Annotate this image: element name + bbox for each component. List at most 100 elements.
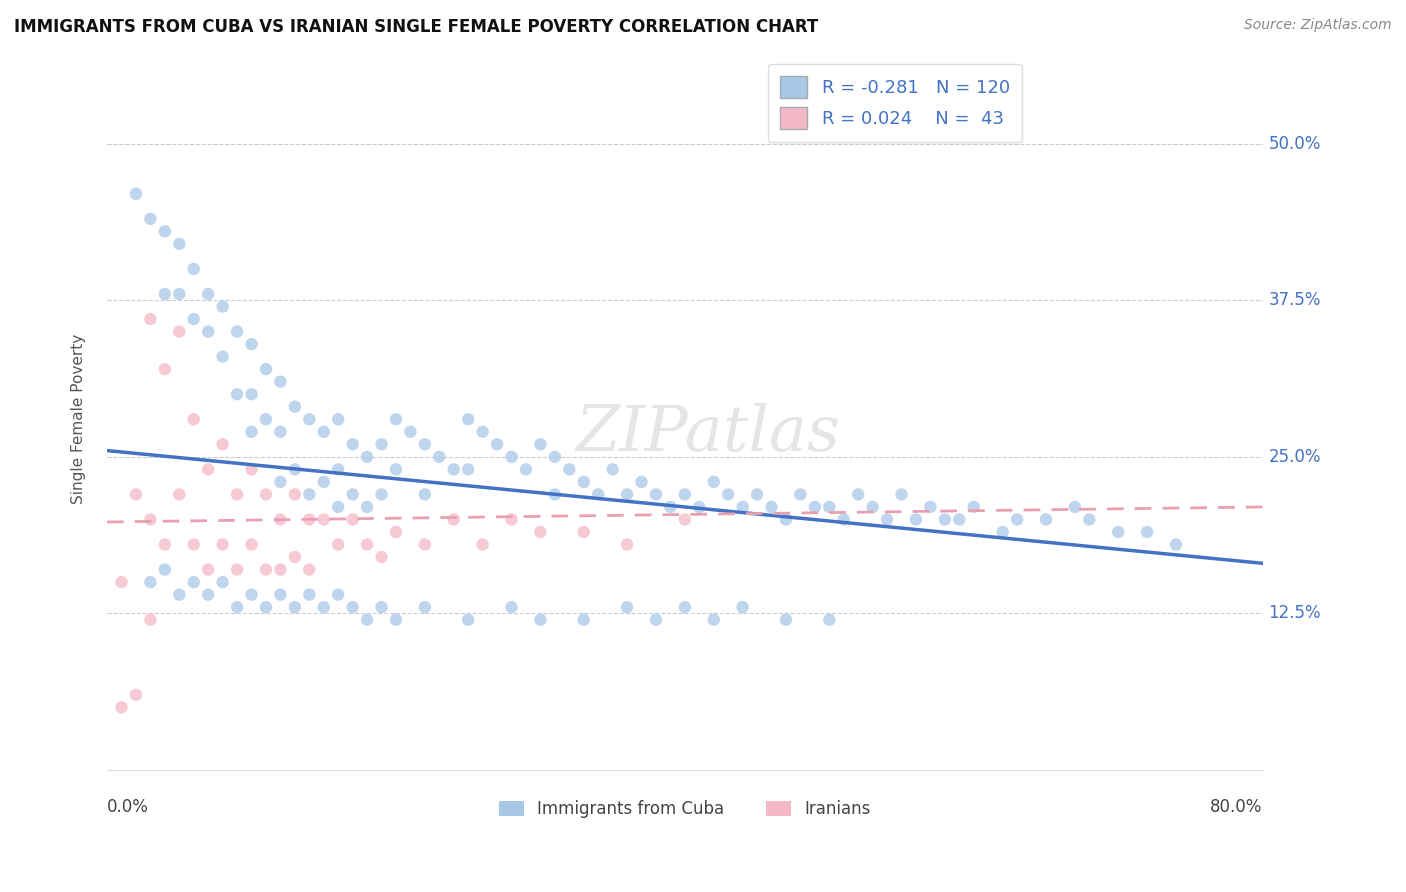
Point xyxy=(1005,512,1028,526)
Point xyxy=(876,512,898,526)
Point xyxy=(226,600,249,615)
Point xyxy=(385,412,408,426)
Legend: Immigrants from Cuba, Iranians: Immigrants from Cuba, Iranians xyxy=(492,794,877,825)
Point xyxy=(586,487,609,501)
Point xyxy=(471,425,494,439)
Point xyxy=(501,450,523,464)
Point xyxy=(920,500,942,514)
Point xyxy=(328,537,350,551)
Point xyxy=(211,437,233,451)
Point xyxy=(269,512,291,526)
Point xyxy=(775,613,797,627)
Point xyxy=(169,487,191,501)
Point xyxy=(529,437,551,451)
Point xyxy=(284,549,307,564)
Point xyxy=(717,487,740,501)
Point xyxy=(183,537,205,551)
Point xyxy=(370,437,392,451)
Point xyxy=(457,412,479,426)
Point xyxy=(197,462,219,476)
Point xyxy=(443,462,465,476)
Point xyxy=(139,211,162,226)
Point xyxy=(139,575,162,590)
Point xyxy=(269,375,291,389)
Point xyxy=(515,462,537,476)
Point xyxy=(761,500,783,514)
Point xyxy=(298,588,321,602)
Point xyxy=(328,500,350,514)
Point xyxy=(240,337,263,351)
Point xyxy=(818,613,841,627)
Point xyxy=(153,563,176,577)
Point xyxy=(789,487,811,501)
Point xyxy=(645,613,668,627)
Point xyxy=(731,500,754,514)
Point xyxy=(312,600,335,615)
Point xyxy=(413,487,436,501)
Point xyxy=(934,512,956,526)
Point xyxy=(616,487,638,501)
Point xyxy=(991,524,1014,539)
Point xyxy=(673,512,696,526)
Point xyxy=(125,186,148,201)
Point xyxy=(745,487,768,501)
Point xyxy=(125,487,148,501)
Point xyxy=(688,500,710,514)
Point xyxy=(342,487,364,501)
Point xyxy=(328,412,350,426)
Point xyxy=(385,613,408,627)
Point xyxy=(211,300,233,314)
Point xyxy=(153,537,176,551)
Point xyxy=(427,450,450,464)
Point xyxy=(1035,512,1057,526)
Text: 50.0%: 50.0% xyxy=(1268,135,1320,153)
Point xyxy=(1107,524,1129,539)
Point xyxy=(312,512,335,526)
Point xyxy=(645,487,668,501)
Point xyxy=(572,524,595,539)
Point xyxy=(486,437,509,451)
Point xyxy=(630,475,652,489)
Point xyxy=(139,312,162,326)
Text: 12.5%: 12.5% xyxy=(1268,605,1322,623)
Point xyxy=(703,613,725,627)
Y-axis label: Single Female Poverty: Single Female Poverty xyxy=(72,334,86,504)
Point xyxy=(413,537,436,551)
Point xyxy=(226,487,249,501)
Point xyxy=(269,563,291,577)
Point xyxy=(1078,512,1101,526)
Point xyxy=(298,563,321,577)
Point xyxy=(284,600,307,615)
Point xyxy=(110,575,132,590)
Point xyxy=(356,450,378,464)
Point xyxy=(197,588,219,602)
Point xyxy=(399,425,422,439)
Point xyxy=(197,563,219,577)
Point xyxy=(211,350,233,364)
Text: Source: ZipAtlas.com: Source: ZipAtlas.com xyxy=(1244,18,1392,32)
Point xyxy=(169,588,191,602)
Point xyxy=(572,613,595,627)
Point xyxy=(904,512,927,526)
Point xyxy=(254,600,277,615)
Point xyxy=(226,325,249,339)
Point xyxy=(269,475,291,489)
Point xyxy=(342,512,364,526)
Point xyxy=(211,537,233,551)
Text: 25.0%: 25.0% xyxy=(1268,448,1320,466)
Point xyxy=(370,549,392,564)
Point xyxy=(457,462,479,476)
Point xyxy=(370,487,392,501)
Point xyxy=(342,600,364,615)
Point xyxy=(269,425,291,439)
Point xyxy=(183,312,205,326)
Point xyxy=(1136,524,1159,539)
Point xyxy=(501,600,523,615)
Point xyxy=(659,500,682,514)
Point xyxy=(254,412,277,426)
Point xyxy=(616,600,638,615)
Point xyxy=(413,437,436,451)
Point xyxy=(284,462,307,476)
Point xyxy=(298,487,321,501)
Point xyxy=(254,563,277,577)
